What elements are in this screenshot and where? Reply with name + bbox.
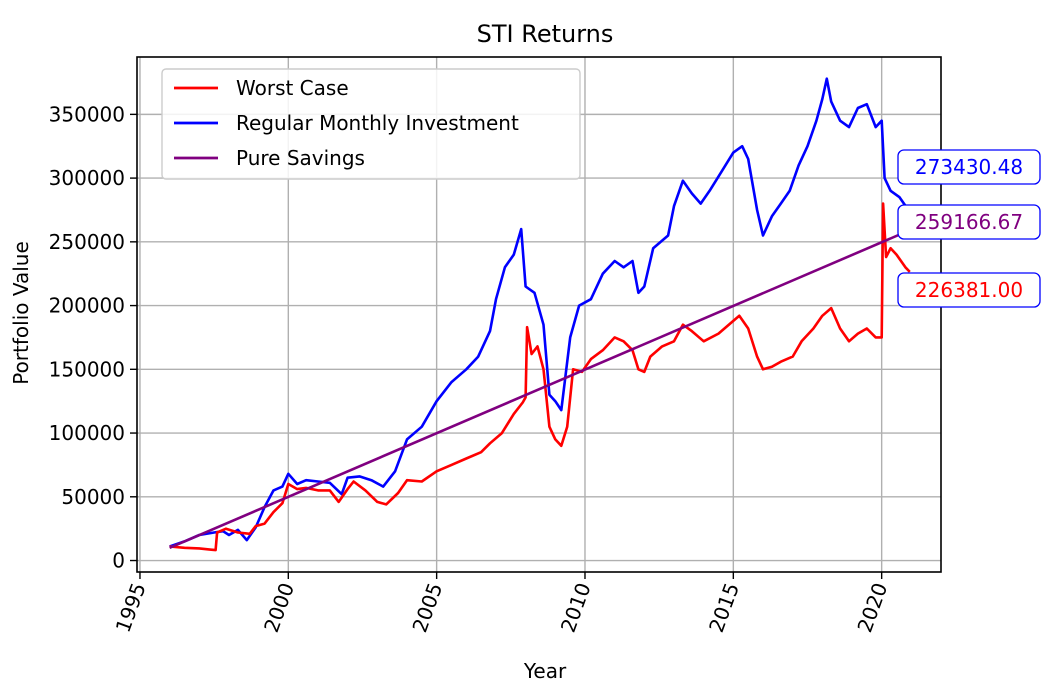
y-tick-label: 50000 — [61, 485, 125, 509]
y-tick-label: 350000 — [49, 102, 125, 126]
y-tick-label: 200000 — [49, 294, 125, 318]
x-tick-label: 2015 — [704, 580, 744, 636]
legend-label: Regular Monthly Investment — [236, 111, 519, 135]
end-label-box — [897, 149, 1041, 185]
legend-label: Pure Savings — [236, 146, 365, 170]
x-tick-label: 2010 — [556, 580, 596, 636]
series-line-pure-savings — [169, 229, 911, 549]
x-tick-label: 2020 — [852, 580, 892, 636]
x-tick-label: 2005 — [407, 580, 447, 636]
x-tick-label: 1995 — [111, 580, 151, 636]
y-axis-label: Portfolio Value — [9, 241, 33, 385]
end-value-label: 226381.00 — [915, 278, 1023, 302]
legend: Worst Case Regular Monthly Investment Pure… — [161, 68, 581, 180]
x-axis-label: Year — [523, 659, 567, 683]
x-ticks: 1995 2000 2005 2010 2015 2020 — [111, 572, 892, 636]
legend-box — [161, 68, 581, 180]
series-line-regular-monthly-investment — [169, 77, 911, 548]
end-value-label: 273430.48 — [915, 155, 1023, 179]
chart-title: STI Returns — [477, 20, 614, 48]
end-label-box — [897, 204, 1041, 240]
end-value-label: 259166.67 — [915, 210, 1023, 234]
y-ticks: 0 50000 100000 150000 200000 250000 300000 3500… — [49, 102, 137, 573]
end-label-box — [897, 272, 1041, 308]
x-tick-label: 2000 — [259, 580, 299, 636]
y-tick-label: 150000 — [49, 357, 125, 381]
series-line-worst-case — [169, 202, 911, 552]
plot-frame — [136, 56, 942, 573]
end-labels: 226381.00 273430.48 259166.67 — [897, 149, 1041, 308]
y-tick-label: 300000 — [49, 166, 125, 190]
y-tick-label: 100000 — [49, 421, 125, 445]
legend-label: Worst Case — [236, 76, 349, 100]
y-tick-label: 0 — [112, 549, 125, 573]
series-lines — [169, 77, 911, 552]
y-tick-label: 250000 — [49, 230, 125, 254]
